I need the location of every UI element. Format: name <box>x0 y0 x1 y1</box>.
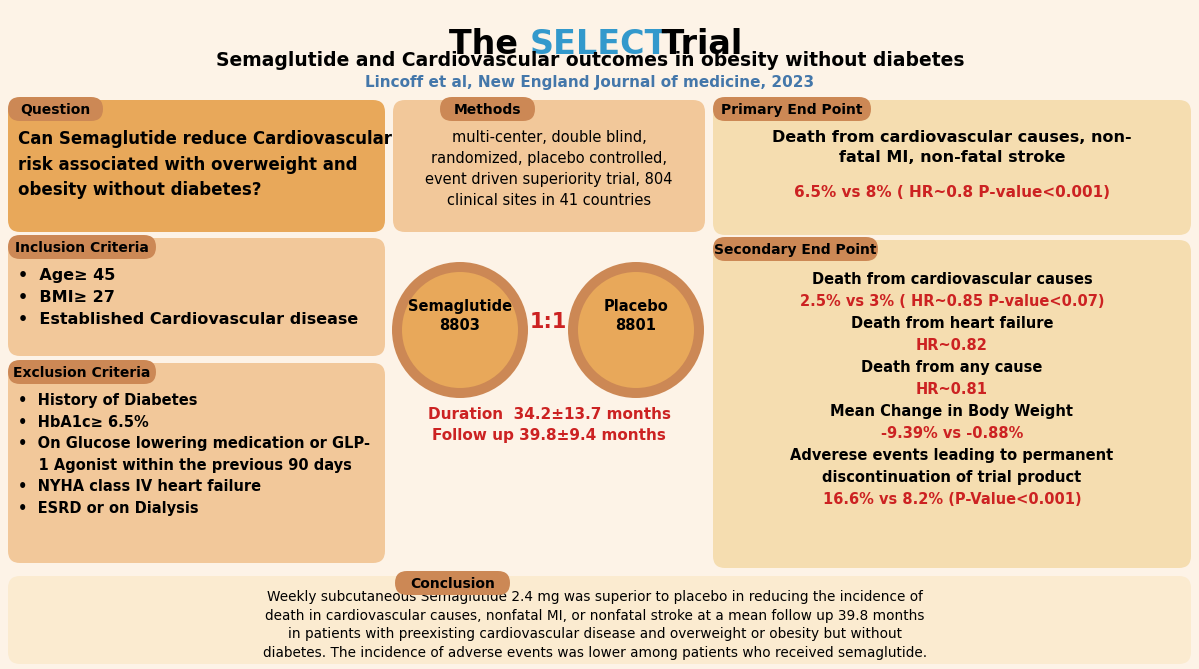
Text: Exclusion Criteria: Exclusion Criteria <box>13 366 151 380</box>
FancyBboxPatch shape <box>8 363 385 563</box>
FancyBboxPatch shape <box>8 100 385 232</box>
Text: Duration  34.2±13.7 months
Follow up 39.8±9.4 months: Duration 34.2±13.7 months Follow up 39.8… <box>428 407 670 443</box>
Text: Death from cardiovascular causes: Death from cardiovascular causes <box>812 272 1092 287</box>
Text: 2.5% vs 3% ( HR~0.85 P-value<0.07): 2.5% vs 3% ( HR~0.85 P-value<0.07) <box>800 294 1104 309</box>
FancyBboxPatch shape <box>8 238 385 356</box>
Circle shape <box>578 272 694 388</box>
Text: Lincoff et al, New England Journal of medicine, 2023: Lincoff et al, New England Journal of me… <box>366 74 814 90</box>
Text: Death from cardiovascular causes, non-
fatal MI, non-fatal stroke: Death from cardiovascular causes, non- f… <box>772 130 1132 165</box>
FancyBboxPatch shape <box>440 97 535 121</box>
FancyBboxPatch shape <box>713 240 1191 568</box>
FancyBboxPatch shape <box>713 237 878 261</box>
FancyBboxPatch shape <box>713 97 870 121</box>
Text: The: The <box>450 27 530 60</box>
Text: multi-center, double blind,
randomized, placebo controlled,
event driven superio: multi-center, double blind, randomized, … <box>426 130 673 208</box>
Text: -9.39% vs -0.88%: -9.39% vs -0.88% <box>881 426 1023 441</box>
Text: Adverese events leading to permanent: Adverese events leading to permanent <box>790 448 1114 463</box>
Text: •  History of Diabetes
•  HbA1c≥ 6.5%
•  On Glucose lowering medication or GLP-
: • History of Diabetes • HbA1c≥ 6.5% • On… <box>18 393 370 516</box>
Text: 6.5% vs 8% ( HR~0.8 P-value<0.001): 6.5% vs 8% ( HR~0.8 P-value<0.001) <box>794 185 1110 200</box>
FancyBboxPatch shape <box>713 100 1191 235</box>
Text: Primary End Point: Primary End Point <box>722 103 863 117</box>
Text: discontinuation of trial product: discontinuation of trial product <box>823 470 1081 485</box>
Text: Inclusion Criteria: Inclusion Criteria <box>16 241 149 255</box>
Text: Question: Question <box>20 103 91 117</box>
FancyBboxPatch shape <box>8 360 156 384</box>
FancyBboxPatch shape <box>8 97 103 121</box>
Text: 1:1: 1:1 <box>529 312 567 332</box>
Text: Semaglutide and Cardiovascular outcomes in obesity without diabetes: Semaglutide and Cardiovascular outcomes … <box>216 50 964 70</box>
Text: Placebo
8801: Placebo 8801 <box>603 298 668 333</box>
FancyBboxPatch shape <box>8 235 156 259</box>
Text: SELECT: SELECT <box>530 27 668 60</box>
Text: Weekly subcutaneous Semaglutide 2.4 mg was superior to placebo in reducing the i: Weekly subcutaneous Semaglutide 2.4 mg w… <box>263 590 927 660</box>
Text: HR~0.81: HR~0.81 <box>916 382 988 397</box>
Circle shape <box>568 262 704 398</box>
FancyBboxPatch shape <box>394 571 510 595</box>
Text: Secondary End Point: Secondary End Point <box>715 243 876 257</box>
Text: •  Age≥ 45
•  BMI≥ 27
•  Established Cardiovascular disease: • Age≥ 45 • BMI≥ 27 • Established Cardio… <box>18 268 359 327</box>
Text: Trial: Trial <box>650 27 742 60</box>
Circle shape <box>402 272 518 388</box>
FancyBboxPatch shape <box>393 100 705 232</box>
Text: HR~0.82: HR~0.82 <box>916 338 988 353</box>
Text: Conclusion: Conclusion <box>410 577 495 591</box>
Circle shape <box>392 262 528 398</box>
Text: Mean Change in Body Weight: Mean Change in Body Weight <box>831 404 1073 419</box>
Text: Death from any cause: Death from any cause <box>861 360 1043 375</box>
Text: Methods: Methods <box>453 103 522 117</box>
Text: Semaglutide
8803: Semaglutide 8803 <box>408 298 512 333</box>
Text: 16.6% vs 8.2% (P-Value<0.001): 16.6% vs 8.2% (P-Value<0.001) <box>823 492 1081 507</box>
FancyBboxPatch shape <box>8 576 1191 664</box>
Text: Death from heart failure: Death from heart failure <box>851 316 1053 331</box>
Text: Can Semaglutide reduce Cardiovascular
risk associated with overweight and
obesit: Can Semaglutide reduce Cardiovascular ri… <box>18 130 392 199</box>
